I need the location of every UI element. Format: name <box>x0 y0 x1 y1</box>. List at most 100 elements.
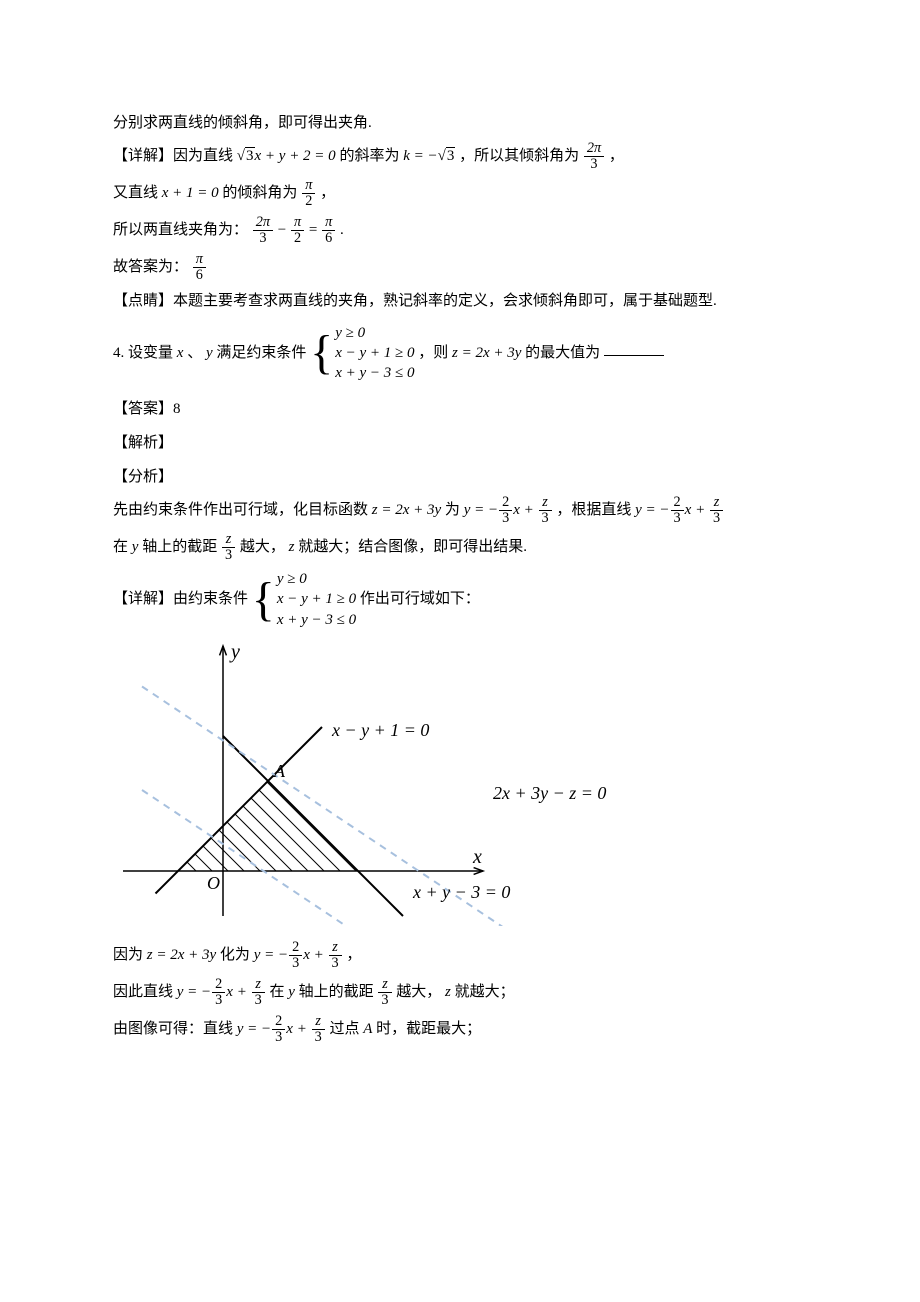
lp-diagram-svg: AOyxx − y + 1 = 02x + 3y − z = 0x + y − … <box>113 636 623 926</box>
text: 的倾斜角为 <box>222 185 301 201</box>
answer-line: 【答案】8 <box>113 397 807 421</box>
paragraph: 因此直线 y = −23x + z3 在 y 轴上的截距 z3 越大， z 就越… <box>113 977 807 1008</box>
fraction: z3 <box>378 977 391 1008</box>
paragraph: 先由约束条件作出可行域，化目标函数 z = 2x + 3y 为 y = −23x… <box>113 495 807 526</box>
text: 【详解】由约束条件 <box>113 591 252 607</box>
text: 轴上的截距 <box>142 539 221 555</box>
question-4: 4. 设变量 x 、 y 满足约束条件 { y ≥ 0 x − y + 1 ≥ … <box>113 323 807 384</box>
math-var: x <box>177 344 184 360</box>
math: k = − <box>403 148 437 164</box>
math-var: z <box>445 984 451 1000</box>
math: y = − <box>177 984 211 1000</box>
math-sqrt: √3 <box>438 144 456 168</box>
text: 【点睛】本题主要考查求两直线的夹角，熟记斜率的定义，会求倾斜角即可，属于基础题型… <box>113 293 717 309</box>
text: 先由约束条件作出可行域，化目标函数 <box>113 502 372 518</box>
math: x + <box>685 502 709 518</box>
text: ， <box>609 148 624 164</box>
text: 又直线 <box>113 185 162 201</box>
fraction: z3 <box>710 495 723 526</box>
label: 【答案】 <box>113 401 173 417</box>
fraction: 2π3 <box>584 141 604 172</box>
text: ， <box>320 185 335 201</box>
math: x + <box>286 1021 310 1037</box>
paragraph: 【详解】由约束条件 { y ≥ 0 x − y + 1 ≥ 0 x + y − … <box>113 569 807 630</box>
fraction: 23 <box>671 495 684 526</box>
fraction: z3 <box>539 495 552 526</box>
math: z = 2x + 3y <box>372 502 441 518</box>
svg-text:2x + 3y − z = 0: 2x + 3y − z = 0 <box>493 783 606 803</box>
paragraph: 因为 z = 2x + 3y 化为 y = −23x + z3 ， <box>113 940 807 971</box>
text: 由图像可得：直线 <box>113 1021 237 1037</box>
paragraph: 又直线 x + 1 = 0 的倾斜角为 π2 ， <box>113 178 807 209</box>
text: 时，截距最大； <box>376 1021 481 1037</box>
text: 越大， <box>240 539 285 555</box>
math-var: y <box>132 539 139 555</box>
math-var: A <box>363 1021 372 1037</box>
text: 因为 <box>113 947 147 963</box>
math-op: − <box>278 222 290 238</box>
text: 故答案为： <box>113 259 188 275</box>
fraction: z3 <box>252 977 265 1008</box>
math: x + 1 = 0 <box>162 185 219 201</box>
fraction: 23 <box>212 977 225 1008</box>
fraction: 23 <box>272 1014 285 1045</box>
brace-icon: { <box>310 331 333 374</box>
math: y = − <box>464 502 498 518</box>
text: 在 <box>113 539 132 555</box>
fraction: 23 <box>289 940 302 971</box>
paragraph: 【详解】因为直线 √3x + y + 2 = 0 的斜率为 k = −√3 ，所… <box>113 141 807 172</box>
math: x + <box>303 947 327 963</box>
page: 分别求两直线的倾斜角，即可得出夹角. 【详解】因为直线 √3x + y + 2 … <box>0 0 920 1302</box>
math-var: y <box>288 984 295 1000</box>
system-of-eq: { y ≥ 0 x − y + 1 ≥ 0 x + y − 3 ≤ 0 <box>310 323 414 384</box>
text: 化为 <box>220 947 254 963</box>
math-var: z <box>289 539 295 555</box>
text: 满足约束条件 <box>216 344 310 360</box>
text: 4. 设变量 <box>113 344 177 360</box>
section-label: 【分析】 <box>113 465 807 489</box>
fraction: z3 <box>222 532 235 563</box>
system-of-eq: { y ≥ 0 x − y + 1 ≥ 0 x + y − 3 ≤ 0 <box>252 569 356 630</box>
math: x + <box>513 502 537 518</box>
answer-value: 8 <box>173 401 181 417</box>
svg-text:x + y − 3 = 0: x + y − 3 = 0 <box>412 882 510 902</box>
text: 就越大； <box>455 984 515 1000</box>
text: ， <box>346 947 361 963</box>
text: 【解析】 <box>113 435 173 451</box>
text: 越大， <box>396 984 441 1000</box>
fraction: 23 <box>499 495 512 526</box>
feasible-region-diagram: AOyxx − y + 1 = 02x + 3y − z = 0x + y − … <box>113 636 807 934</box>
text: 所以两直线夹角为： <box>113 222 248 238</box>
math: y = − <box>254 947 288 963</box>
text: ，则 <box>418 344 452 360</box>
text: . <box>340 222 344 238</box>
fraction: z3 <box>312 1014 325 1045</box>
text: 分别求两直线的倾斜角，即可得出夹角. <box>113 115 372 131</box>
math-var: y <box>206 344 213 360</box>
paragraph: 所以两直线夹角为： 2π3 − π2 = π6 . <box>113 215 807 246</box>
text: 为 <box>445 502 464 518</box>
system-lines: y ≥ 0 x − y + 1 ≥ 0 x + y − 3 ≤ 0 <box>277 569 356 630</box>
text: ，所以其倾斜角为 <box>459 148 583 164</box>
paragraph: 故答案为： π6 <box>113 252 807 283</box>
text: 【详解】因为直线 <box>113 148 237 164</box>
svg-text:O: O <box>207 873 220 893</box>
fraction: π6 <box>193 252 206 283</box>
math: y = − <box>237 1021 271 1037</box>
brace-icon: { <box>252 578 275 621</box>
math: z = 2x + 3y <box>147 947 216 963</box>
fraction: z3 <box>329 940 342 971</box>
text: 作出可行域如下： <box>360 591 480 607</box>
math-op: = <box>309 222 321 238</box>
math-sqrt: √3 <box>237 144 255 168</box>
text: 轴上的截距 <box>299 984 378 1000</box>
text: ，根据直线 <box>556 502 635 518</box>
paragraph: 在 y 轴上的截距 z3 越大， z 就越大；结合图像，即可得出结果. <box>113 532 807 563</box>
math: x + y + 2 = 0 <box>255 148 336 164</box>
svg-text:y: y <box>229 641 240 663</box>
fraction: 2π3 <box>253 215 273 246</box>
math: x + <box>226 984 250 1000</box>
text: 【分析】 <box>113 469 173 485</box>
section-label: 【解析】 <box>113 431 807 455</box>
text: 过点 <box>329 1021 363 1037</box>
